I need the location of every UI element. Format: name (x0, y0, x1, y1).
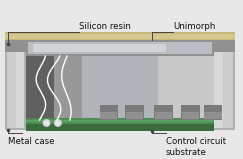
Bar (182, 112, 199, 119)
Bar (5, 40, 26, 52)
Bar (5, 34, 235, 39)
Text: Silicon resin: Silicon resin (79, 22, 130, 31)
Bar (33, 45, 166, 52)
Bar (16, 34, 24, 128)
Bar (155, 112, 172, 119)
Circle shape (45, 121, 48, 125)
Bar (214, 40, 235, 52)
Bar (7, 34, 16, 128)
Bar (26, 120, 214, 122)
Bar (82, 54, 158, 122)
Bar (26, 54, 54, 122)
Bar (5, 32, 235, 44)
Bar (5, 32, 26, 130)
Bar (223, 34, 233, 128)
Bar (26, 118, 214, 124)
Bar (154, 105, 173, 120)
Bar (205, 112, 222, 119)
Bar (214, 34, 223, 128)
Bar (126, 112, 143, 119)
Text: Metal case: Metal case (8, 137, 54, 146)
Bar (125, 105, 144, 120)
Bar (181, 105, 200, 120)
Circle shape (56, 121, 60, 125)
Text: Unimorph: Unimorph (173, 22, 216, 31)
Text: Control circuit
substrate: Control circuit substrate (166, 137, 226, 157)
Bar (158, 54, 214, 122)
Bar (28, 42, 212, 54)
Circle shape (55, 120, 61, 126)
Bar (54, 54, 82, 122)
Bar (100, 112, 117, 119)
Bar (26, 40, 214, 56)
Circle shape (43, 120, 50, 126)
Bar (26, 118, 214, 131)
Bar (204, 105, 222, 120)
Bar (100, 105, 118, 120)
Bar (214, 32, 235, 130)
